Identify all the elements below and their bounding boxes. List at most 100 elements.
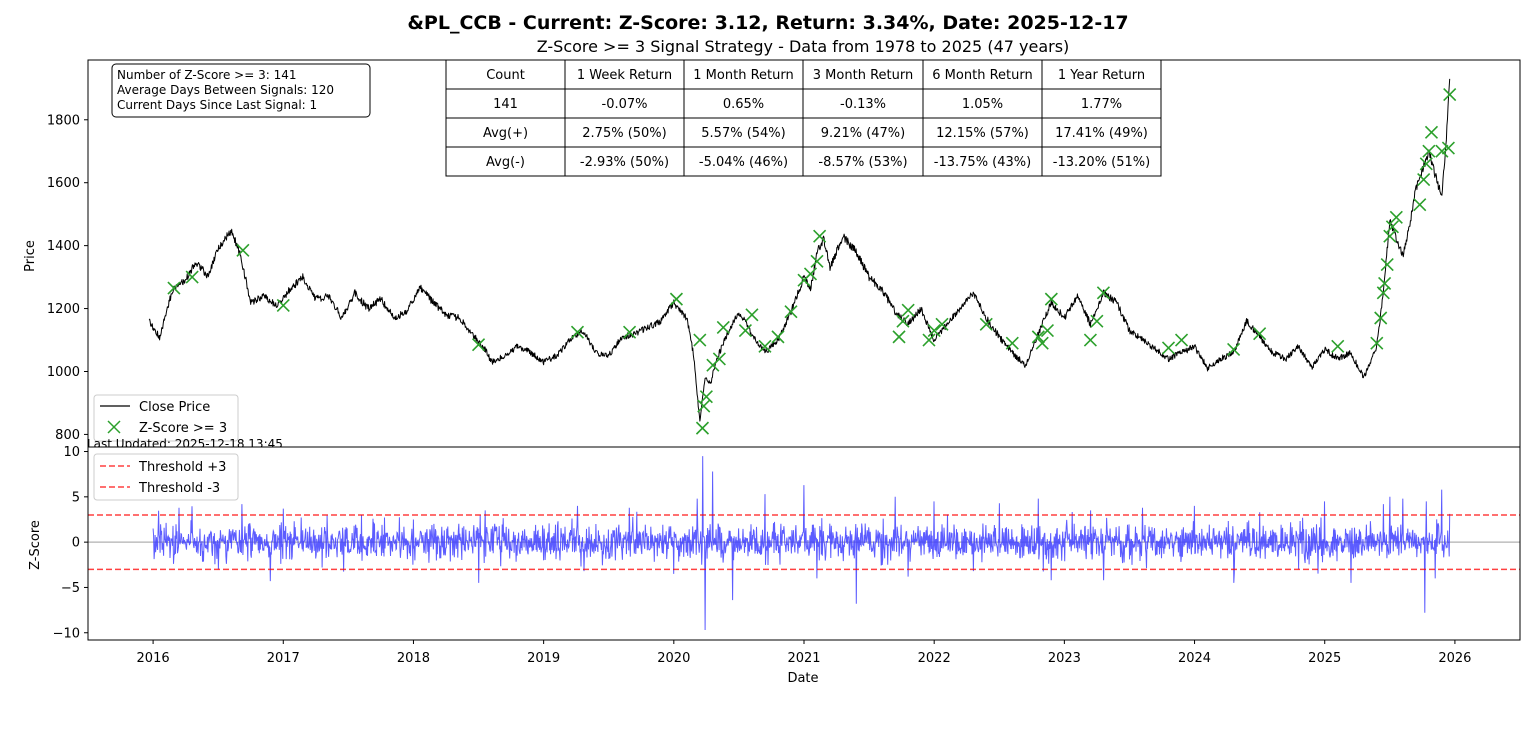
table-header-cell: 6 Month Return [932, 68, 1032, 83]
table-cell-border [922, 88, 1043, 119]
table-cell: 2.75% (50%) [582, 126, 666, 141]
signal-marker [1174, 333, 1189, 347]
table-cell-border [1041, 146, 1162, 177]
table-cell: -13.20% (51%) [1053, 155, 1150, 170]
signal-marker [738, 324, 752, 338]
price-y-tick-label: 1000 [47, 365, 80, 380]
zscore-y-tick-label: −5 [61, 581, 80, 596]
zscore-y-tick-label: 10 [63, 445, 80, 460]
price-y-tick-label: 1800 [47, 113, 80, 128]
price-marks [148, 78, 1457, 435]
date-x-tick-label: 2025 [1308, 651, 1341, 666]
signal-marker [1253, 327, 1267, 341]
price-legend: Close Price Z-Score >= 3 [93, 394, 239, 442]
date-x-tick-label: 2023 [1048, 651, 1081, 666]
table-cell-border [922, 59, 1043, 90]
table-cell-border [683, 88, 804, 119]
table-cell: -8.57% (53%) [818, 155, 907, 170]
signal-marker [1035, 336, 1049, 350]
chart-title: &PL_CCB - Current: Z-Score: 3.12, Return… [407, 12, 1128, 34]
price-y-ticks: 800 1000 1200 1400 1600 1800 [47, 113, 88, 443]
table-cell-border [1041, 59, 1162, 90]
signal-marker [922, 333, 936, 347]
table-header-cell: 3 Month Return [813, 68, 913, 83]
signal-marker [892, 330, 906, 344]
signal-marker [979, 317, 993, 331]
signal-marker [695, 421, 710, 435]
price-y-tick-label: 1200 [47, 302, 80, 317]
signal-marker [1044, 292, 1058, 306]
zscore-y-tick-label: 0 [72, 536, 80, 551]
stats-box: Number of Z-Score >= 3: 141 Average Days… [111, 63, 371, 118]
zscore-marks [88, 456, 1520, 631]
signal-marker [167, 281, 181, 295]
date-x-tick-label: 2024 [1178, 651, 1211, 666]
table-header-cell: 1 Week Return [577, 68, 672, 83]
legend-close-price-label: Close Price [139, 400, 210, 415]
legend-threshold-minus-label: Threshold -3 [138, 481, 220, 496]
signal-marker [1422, 144, 1436, 158]
signal-marker [784, 305, 798, 319]
table-cell: 9.21% (47%) [821, 126, 905, 141]
signal-marker [935, 317, 949, 331]
table-cell-border [1041, 117, 1162, 148]
zscore-y-ticks: −10 −5 0 5 10 [53, 445, 88, 641]
table-cell: 12.15% (57%) [936, 126, 1029, 141]
price-panel: 800 1000 1200 1400 1600 1800 Price Number of … [23, 59, 1521, 448]
signal-marker [803, 267, 818, 281]
signal-marker [1378, 276, 1392, 290]
price-y-tick-label: 1600 [47, 176, 80, 191]
legend-signal-marker-icon [107, 420, 121, 434]
table-cell: 1.05% [962, 97, 1003, 112]
signal-marker [771, 330, 785, 344]
signal-marker [699, 390, 713, 404]
signal-marker [693, 333, 707, 347]
signal-marker [622, 325, 637, 339]
table-cell: 141 [493, 97, 518, 112]
signal-marker [745, 308, 759, 322]
signal-marker [810, 254, 824, 268]
table-cell: -0.13% [840, 97, 886, 112]
date-x-tick-label: 2022 [918, 651, 951, 666]
signal-marker [1040, 324, 1055, 338]
signal-marker [1443, 88, 1457, 102]
signal-marker [1161, 341, 1176, 355]
signal-marker [697, 399, 711, 413]
date-x-tick-label: 2019 [527, 651, 560, 666]
table-header-cell: 1 Month Return [693, 68, 793, 83]
signal-marker [1389, 210, 1403, 224]
signal-marker [236, 243, 250, 257]
zscore-y-tick-label: −10 [53, 626, 80, 641]
signal-marker [1380, 257, 1394, 272]
signal-marker [1083, 333, 1097, 347]
legend-threshold-plus-label: Threshold +3 [138, 460, 226, 475]
table-cell-border [802, 117, 924, 148]
table-cell-border [802, 146, 924, 177]
table-header-cell: 1 Year Return [1058, 68, 1145, 83]
zscore-y-tick-label: 5 [72, 490, 80, 505]
table-cell: 1.77% [1081, 97, 1122, 112]
signal-marker [471, 338, 486, 352]
signal-marker [716, 320, 730, 335]
stats-days-since-signal: Current Days Since Last Signal: 1 [117, 98, 317, 112]
signal-marker [758, 339, 772, 353]
signal-marker [1374, 311, 1388, 325]
stats-box-frame [111, 63, 371, 118]
table-cell-border [564, 146, 685, 177]
signal-marker [1424, 125, 1439, 139]
signal-marker [1005, 336, 1019, 350]
price-y-tick-label: 800 [55, 428, 80, 443]
table-cell: Avg(+) [483, 126, 528, 141]
date-x-ticks: 2016 2017 2018 2019 2020 2021 2022 2023 2024 2025… [137, 640, 1471, 666]
table-cell-border [1041, 88, 1162, 119]
signal-marker [1417, 172, 1431, 187]
signal-marker [570, 325, 585, 339]
date-x-tick-label: 2016 [137, 651, 170, 666]
signal-marker [813, 229, 827, 243]
legend-signal-label: Z-Score >= 3 [139, 421, 227, 436]
stats-signal-count: Number of Z-Score >= 3: 141 [117, 68, 296, 82]
table-cell: 17.41% (49%) [1055, 126, 1148, 141]
signal-marker [1441, 141, 1455, 155]
